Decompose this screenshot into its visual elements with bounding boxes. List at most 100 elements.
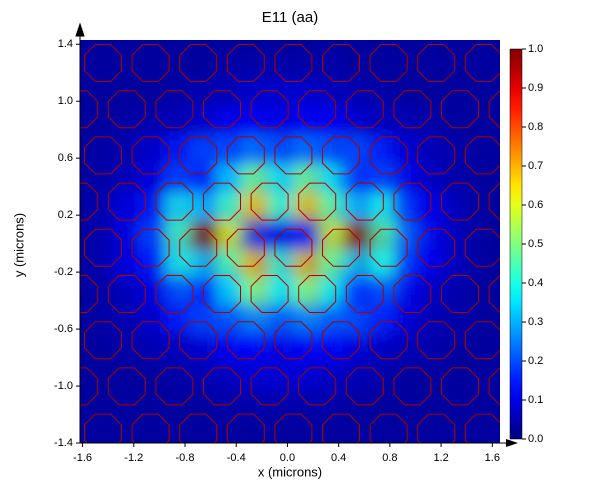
hole <box>537 460 574 497</box>
hole <box>13 368 50 405</box>
hole <box>250 90 289 129</box>
hole <box>345 275 384 313</box>
hole <box>226 413 265 443</box>
hole <box>417 44 456 82</box>
hole <box>204 460 241 497</box>
colorbar <box>509 48 523 440</box>
colorbar-tick-label: 0.5 <box>528 238 543 250</box>
colorbar-tick-label: 0.4 <box>528 277 543 289</box>
hole <box>488 90 500 129</box>
hole <box>108 460 145 497</box>
y-tick-label: 1.4 <box>58 38 73 50</box>
hole <box>13 91 50 128</box>
hole <box>441 275 479 313</box>
hole <box>61 460 98 497</box>
hole <box>37 229 74 266</box>
hole <box>441 367 479 406</box>
hole <box>179 228 218 267</box>
hole <box>561 322 598 359</box>
hole <box>369 228 408 267</box>
hole <box>107 90 146 129</box>
colorbar-tick-label: 0.3 <box>528 316 543 328</box>
hole <box>393 90 432 129</box>
hole <box>561 45 598 82</box>
hole <box>84 413 122 443</box>
hole <box>13 460 50 497</box>
y-tick-label: -1.0 <box>54 380 73 392</box>
hole <box>488 275 500 313</box>
hole <box>131 136 170 175</box>
hole <box>561 229 598 266</box>
hole <box>298 90 337 129</box>
lattice-holes <box>13 44 598 497</box>
hole <box>345 367 384 406</box>
hole <box>298 275 337 313</box>
hole <box>464 44 500 82</box>
x-tick-label: 1.2 <box>433 452 448 464</box>
colorbar-tick-label: 0.0 <box>528 433 543 445</box>
x-tick-label: 0.0 <box>280 452 295 464</box>
hole <box>561 414 598 451</box>
y-tick-label: 0.6 <box>58 152 73 164</box>
hole <box>84 321 122 360</box>
hole <box>179 44 218 82</box>
hole <box>131 321 170 360</box>
hole <box>394 460 431 497</box>
hole <box>298 367 337 406</box>
hole <box>464 321 500 360</box>
hole <box>156 460 193 497</box>
axes <box>75 22 518 447</box>
hole <box>203 182 241 221</box>
hole <box>84 136 122 175</box>
y-tick-label: -1.4 <box>54 437 73 449</box>
hole <box>155 275 194 313</box>
hole <box>203 367 241 406</box>
x-tick-label: -0.4 <box>227 452 246 464</box>
hole <box>274 228 313 267</box>
hole <box>464 136 500 175</box>
hole <box>464 228 500 267</box>
colorbar-tick-label: 0.8 <box>528 121 543 133</box>
hole <box>274 44 313 82</box>
colorbar-tick-label: 1.0 <box>528 43 543 55</box>
hole <box>80 182 99 221</box>
x-tick-label: 0.4 <box>331 452 346 464</box>
hole <box>226 228 265 267</box>
hole <box>322 413 360 443</box>
hole <box>393 367 432 406</box>
hole <box>131 228 170 267</box>
hole <box>84 228 122 267</box>
hole <box>274 136 313 175</box>
hole <box>226 321 265 360</box>
hole <box>441 90 479 129</box>
y-tick-label: -0.2 <box>54 266 73 278</box>
colorbar-tick-label: 0.6 <box>528 199 543 211</box>
hole <box>179 136 218 175</box>
hole <box>393 182 432 221</box>
hole <box>13 276 50 313</box>
hole <box>322 321 360 360</box>
hole <box>369 321 408 360</box>
hole <box>203 90 241 129</box>
hole <box>322 44 360 82</box>
hole <box>107 182 146 221</box>
hole <box>346 460 383 497</box>
hole <box>441 182 479 221</box>
x-axis-label: x (microns) <box>258 464 322 479</box>
hole <box>393 275 432 313</box>
hole <box>84 44 122 82</box>
hole <box>417 228 456 267</box>
hole <box>489 460 526 497</box>
heatmap-cell <box>471 420 500 443</box>
hole <box>322 228 360 267</box>
hole <box>107 367 146 406</box>
hole <box>131 44 170 82</box>
x-tick-label: 1.6 <box>485 452 500 464</box>
y-axis-label: y (microns) <box>11 213 26 277</box>
heatmap <box>80 40 500 443</box>
x-arrow <box>506 439 518 447</box>
x-tick-label: 0.8 <box>382 452 397 464</box>
colorbar-tick-label: 0.1 <box>528 394 543 406</box>
hole <box>107 275 146 313</box>
